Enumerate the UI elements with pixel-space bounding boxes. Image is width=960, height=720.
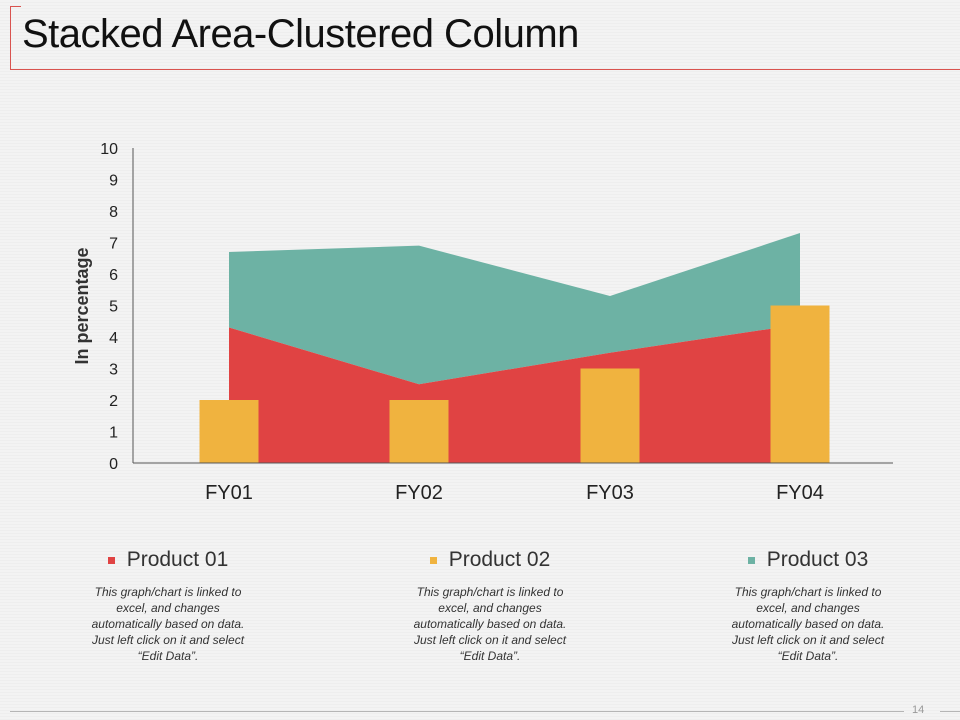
area-product-01 <box>229 324 800 463</box>
y-tick-label-3: 3 <box>109 362 118 379</box>
y-tick-label-8: 8 <box>109 204 118 221</box>
page-number: 14 <box>912 704 925 716</box>
legend-label-product-03: Product 03 <box>766 548 869 571</box>
x-tick-label-fy03: FY03 <box>586 482 634 504</box>
y-tick-label-1: 1 <box>109 425 118 442</box>
legend-product-03: Product 03 This graph/chart is linked to… <box>718 548 898 664</box>
bar-product-02-fy02 <box>389 400 449 463</box>
legend-description-product-03: This graph/chart is linked to excel, and… <box>731 585 885 663</box>
legend-description-product-01: This graph/chart is linked to excel, and… <box>91 585 245 663</box>
footer-divider <box>10 711 904 712</box>
legend-label-product-01: Product 01 <box>126 548 229 571</box>
title-frame <box>10 6 960 70</box>
y-tick-label-5: 5 <box>109 299 118 316</box>
area-product-03 <box>229 233 800 385</box>
legend-description-product-02: This graph/chart is linked to excel, and… <box>413 585 567 663</box>
legend-label-product-02: Product 02 <box>448 548 551 571</box>
stacked-area-column-chart: 0 1 2 3 4 5 6 7 8 9 10 FY01 FY02 FY03 FY04 In percentag… <box>72 141 893 504</box>
legend-product-01: Product 01 This graph/chart is linked to… <box>78 548 258 664</box>
y-tick-label-6: 6 <box>109 267 118 284</box>
title-frame-tick <box>11 6 21 7</box>
y-tick-label-2: 2 <box>109 393 118 410</box>
y-tick-label-7: 7 <box>109 236 118 253</box>
bar-product-02-fy03 <box>580 368 640 463</box>
x-tick-label-fy01: FY01 <box>205 482 253 504</box>
y-tick-label-10: 10 <box>100 141 118 158</box>
y-axis-title: In percentage <box>72 247 92 364</box>
product-03-swatch <box>747 556 755 564</box>
bar-product-02-fy01 <box>199 400 259 463</box>
x-tick-label-fy04: FY04 <box>776 482 824 504</box>
x-tick-label-fy02: FY02 <box>395 482 443 504</box>
product-01-swatch <box>107 556 115 564</box>
footer-divider-right <box>940 711 960 712</box>
slide-title: Stacked Area-Clustered Column <box>22 12 579 56</box>
legend-product-02: Product 02 This graph/chart is linked to… <box>400 548 580 664</box>
bar-product-02-fy04 <box>770 305 830 463</box>
y-tick-label-9: 9 <box>109 173 118 190</box>
product-02-swatch <box>429 556 437 564</box>
y-tick-label-0: 0 <box>109 456 118 473</box>
y-tick-label-4: 4 <box>109 330 118 347</box>
